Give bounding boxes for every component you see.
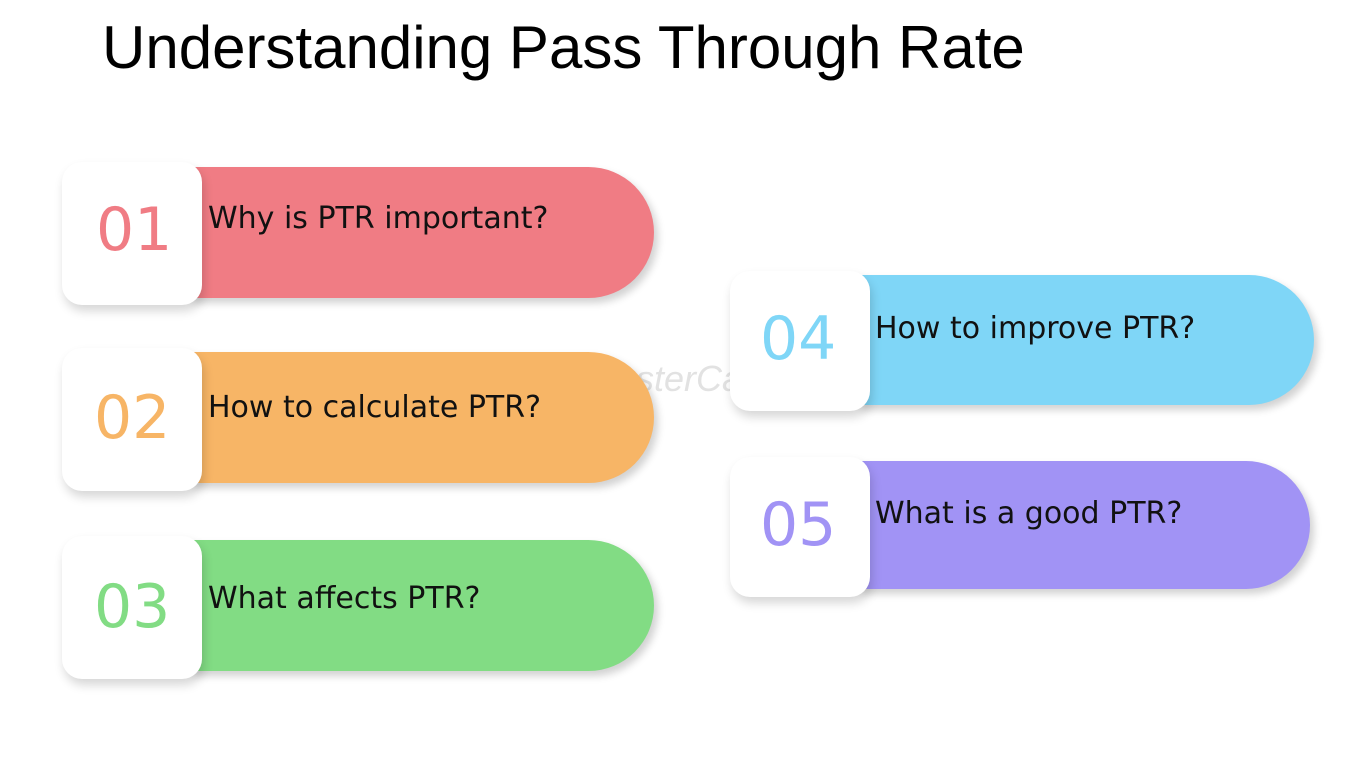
item-label: How to calculate PTR?	[208, 390, 542, 425]
item-number-tab	[62, 348, 202, 491]
item-number: 02	[94, 383, 171, 453]
item-number: 01	[96, 195, 173, 265]
item-label: How to improve PTR?	[875, 311, 1196, 346]
item-label: What affects PTR?	[208, 581, 481, 616]
item-number-tab	[730, 271, 870, 411]
item-label: Why is PTR important?	[208, 201, 549, 236]
item-pill	[190, 540, 654, 671]
item-number: 05	[760, 490, 837, 560]
item-number: 04	[760, 304, 837, 374]
item-pill	[858, 275, 1314, 405]
item-number-tab	[62, 536, 202, 679]
item-number: 03	[94, 572, 171, 642]
page-title: Understanding Pass Through Rate	[102, 14, 1025, 81]
item-number-tab	[730, 457, 870, 597]
item-number-tab	[62, 162, 202, 305]
item-pill	[858, 461, 1310, 589]
item-pill	[190, 352, 654, 483]
item-pill	[190, 167, 654, 298]
item-label: What is a good PTR?	[875, 496, 1183, 531]
